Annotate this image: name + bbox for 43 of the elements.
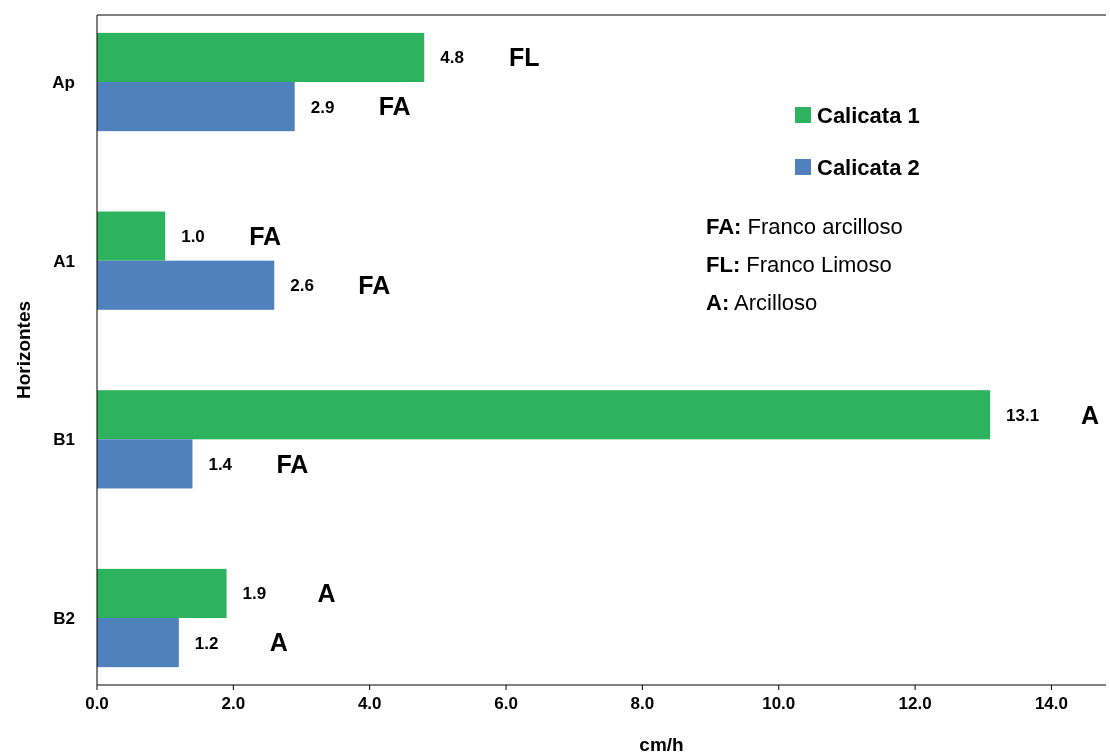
annotation: A bbox=[317, 579, 336, 608]
legend-label: Calicata 1 bbox=[817, 102, 920, 128]
x-tick-label: 2.0 bbox=[221, 694, 246, 713]
annotation: FL bbox=[508, 43, 540, 72]
annotation: FA bbox=[378, 92, 411, 121]
bar bbox=[97, 211, 166, 261]
x-tick-label: 12.0 bbox=[898, 694, 932, 713]
annotation: FL: Franco Limoso bbox=[706, 251, 892, 277]
bar bbox=[97, 260, 275, 310]
annotation: A bbox=[1081, 400, 1100, 429]
y-tick-label: B1 bbox=[53, 430, 75, 450]
bar bbox=[97, 390, 991, 440]
bar bbox=[97, 439, 193, 489]
annotation: FA bbox=[249, 221, 282, 250]
annotation: A: Arcilloso bbox=[706, 289, 818, 315]
data-label: 4.8 bbox=[440, 48, 464, 68]
y-tick-label: A1 bbox=[53, 251, 75, 271]
x-tick-label: 14.0 bbox=[1034, 694, 1069, 713]
y-tick-label: Ap bbox=[52, 72, 75, 92]
annotation: FA: Franco arcilloso bbox=[706, 213, 903, 239]
x-tick-label: 4.0 bbox=[357, 694, 382, 713]
y-axis-title: Horizontes bbox=[13, 300, 34, 400]
annotation: FA bbox=[276, 449, 309, 478]
data-label: 1.0 bbox=[181, 227, 205, 247]
x-tick-label: 6.0 bbox=[494, 694, 518, 713]
bar bbox=[97, 618, 179, 668]
x-tick-label: 10.0 bbox=[762, 694, 796, 713]
bar bbox=[97, 32, 425, 82]
x-tick-label: 8.0 bbox=[630, 694, 655, 713]
data-label: 1.4 bbox=[208, 454, 233, 474]
bar bbox=[97, 568, 227, 618]
legend-label: Calicata 2 bbox=[817, 154, 920, 180]
data-label: 2.6 bbox=[290, 276, 314, 296]
data-label: 1.2 bbox=[194, 633, 219, 653]
annotation: A bbox=[269, 628, 288, 657]
annotation: FA bbox=[358, 270, 391, 299]
bar bbox=[97, 82, 295, 132]
data-label: 13.1 bbox=[1006, 405, 1040, 425]
x-axis-title: cm/h bbox=[639, 734, 684, 755]
x-tick-label: 0.0 bbox=[85, 694, 109, 713]
y-tick-label: B2 bbox=[53, 608, 75, 628]
data-label: 2.9 bbox=[310, 97, 335, 117]
data-label: 1.9 bbox=[242, 584, 267, 604]
